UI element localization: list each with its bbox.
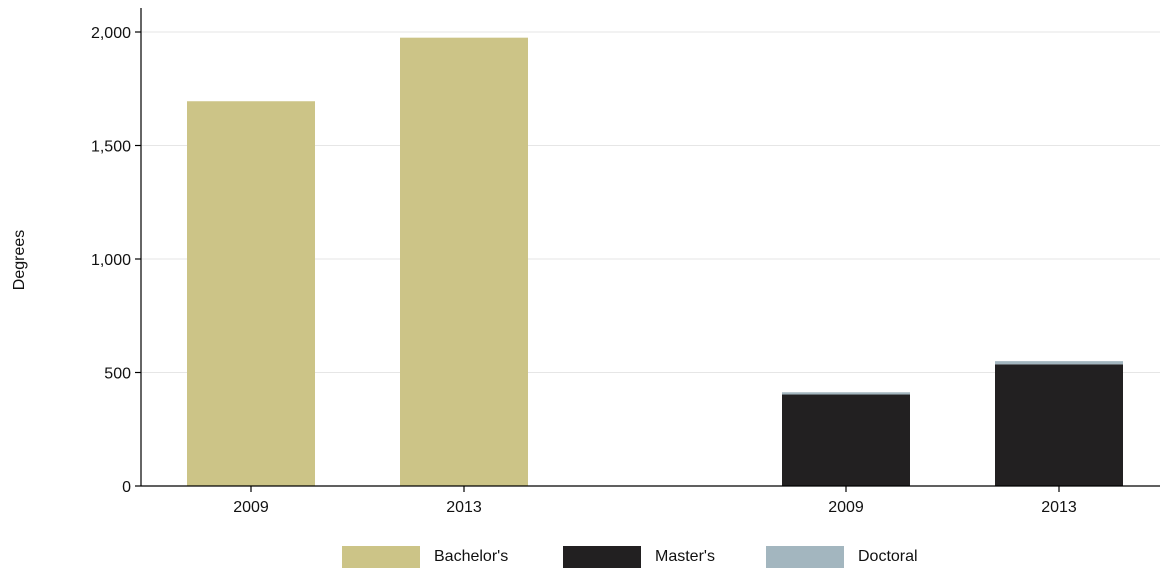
legend-swatch-bachelors [342, 546, 420, 568]
bar-chart: 0 500 1,000 1,500 2,000 2009 2013 2009 2013 Deg… [11, 8, 1160, 516]
y-tick-label: 0 [122, 479, 131, 496]
bar-bachelors-2013 [400, 37, 528, 487]
legend-swatch-doctoral [766, 546, 844, 568]
x-tick-label: 2013 [446, 499, 482, 516]
x-tick-label: 2009 [233, 499, 269, 516]
y-tick-label: 500 [104, 366, 131, 383]
bar-doctoral-2009 [782, 392, 910, 395]
y-axis-title: Degrees [11, 230, 28, 290]
x-tick-label: 2013 [1041, 499, 1077, 516]
legend: Bachelor's Master's Doctoral [0, 546, 1164, 572]
bar-masters-2009 [782, 394, 910, 486]
bar-bachelors-2009 [187, 101, 315, 487]
y-tick-label: 1,500 [91, 139, 131, 156]
y-tick-label: 2,000 [91, 25, 131, 42]
bars [187, 37, 1123, 487]
legend-label-bachelors: Bachelor's [434, 548, 509, 565]
legend-label-masters: Master's [655, 548, 715, 565]
y-axis-ticks: 0 500 1,000 1,500 2,000 [91, 25, 141, 496]
legend-item-bachelors: Bachelor's [342, 546, 508, 568]
legend-item-masters: Master's [563, 546, 715, 568]
x-tick-label: 2009 [828, 499, 864, 516]
legend-swatch-masters [563, 546, 641, 568]
legend-item-doctoral: Doctoral [766, 546, 918, 568]
bar-doctoral-2013 [995, 361, 1123, 365]
y-tick-label: 1,000 [91, 252, 131, 269]
bar-masters-2013 [995, 364, 1123, 486]
legend-label-doctoral: Doctoral [858, 548, 918, 565]
x-axis-ticks: 2009 2013 2009 2013 [233, 486, 1077, 516]
